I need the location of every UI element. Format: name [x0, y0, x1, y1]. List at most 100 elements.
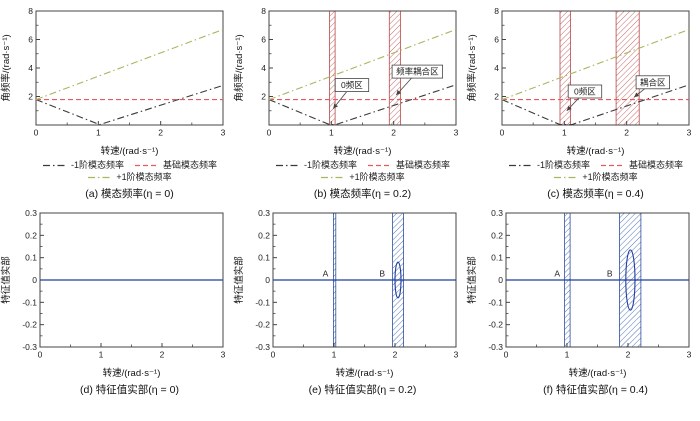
- annotation-label: A: [323, 268, 329, 278]
- series-line: [35, 84, 224, 126]
- legend-line-sample: [554, 176, 579, 178]
- x-axis-label: 转速/(rad·s⁻¹): [101, 145, 159, 157]
- svg-text:0: 0: [32, 275, 37, 285]
- svg-text:3: 3: [454, 128, 459, 138]
- y-axis-label: 角频率/(rad·s⁻¹): [466, 34, 478, 101]
- svg-text:-0.3: -0.3: [22, 342, 37, 352]
- svg-text:-0.1: -0.1: [22, 297, 37, 307]
- svg-text:6: 6: [28, 35, 33, 45]
- modal-frequency-chart-a: 0 1 2 3 2 4 6 8 转速/(rad·s⁻¹) 角频率/(rad·s⁻¹): [0, 6, 226, 157]
- legend-label: 基础模态频率: [629, 160, 684, 170]
- y-axis-label: 特征值实部: [0, 256, 12, 304]
- svg-text:8: 8: [28, 6, 33, 16]
- svg-text:0: 0: [271, 350, 276, 360]
- series-line: [268, 28, 457, 101]
- svg-text:2: 2: [393, 350, 398, 360]
- annotation-label: 0频区: [574, 87, 596, 97]
- svg-text:8: 8: [494, 6, 499, 16]
- y-axis-label: 特征值实部: [233, 256, 245, 304]
- series-line: [501, 28, 690, 101]
- svg-text:3: 3: [687, 350, 692, 360]
- legend-label: +1阶模态频率: [582, 172, 638, 182]
- svg-text:0: 0: [500, 128, 505, 138]
- svg-text:2: 2: [158, 128, 163, 138]
- bottom-row: 0 1 2 3 -0.3 -0.2 -0.1 0 0.1 0.2 0.3 转速/(rad·s⁻¹) 特征…: [0, 207, 700, 397]
- svg-text:0: 0: [38, 350, 43, 360]
- svg-text:2: 2: [28, 92, 33, 102]
- annotation-box: [391, 64, 444, 79]
- svg-text:-0.1: -0.1: [488, 297, 503, 307]
- legend-label: -1阶模态频率: [70, 160, 124, 170]
- x-axis-label: 转速/(rad·s⁻¹): [569, 367, 627, 379]
- svg-text:1: 1: [332, 350, 337, 360]
- legend-item: +1阶模态频率: [320, 171, 405, 183]
- annotation-label: 耦合区: [640, 77, 666, 87]
- svg-text:0.2: 0.2: [25, 230, 37, 240]
- annotation-label: A: [554, 268, 560, 278]
- legend-item: -1阶模态频率: [508, 159, 590, 171]
- x-axis-label: 转速/(rad·s⁻¹): [567, 145, 625, 157]
- plot-frame: [35, 10, 224, 126]
- svg-text:0.1: 0.1: [25, 253, 37, 263]
- svg-text:2: 2: [494, 92, 499, 102]
- legend-line-sample: [601, 164, 625, 166]
- svg-text:1: 1: [96, 128, 101, 138]
- legend-label: +1阶模态频率: [349, 172, 405, 182]
- legend-label: +1阶模态频率: [116, 172, 172, 182]
- highlight-band: [615, 10, 640, 126]
- legend-item: +1阶模态频率: [87, 171, 172, 183]
- svg-text:2: 2: [624, 128, 629, 138]
- svg-text:6: 6: [261, 35, 266, 45]
- caption-a: (a) 模态频率(η = 0): [85, 188, 174, 200]
- svg-text:0.3: 0.3: [258, 208, 270, 218]
- svg-text:0.1: 0.1: [258, 253, 270, 263]
- y-axis-label: 特征值实部: [466, 256, 478, 304]
- svg-text:-0.3: -0.3: [255, 342, 270, 352]
- panel-b: 0 1 2 3 2 4 6 8 0频区 频率耦合区 转速/(rad·s⁻¹) 角频率/(rad·s⁻¹…: [233, 5, 466, 201]
- panel-d: 0 1 2 3 -0.3 -0.2 -0.1 0 0.1 0.2 0.3 转速/(rad·s⁻¹) 特征…: [0, 207, 233, 397]
- legend-line-sample: [275, 164, 300, 166]
- legend-label: 基础模态频率: [396, 160, 451, 170]
- figure: 0 1 2 3 2 4 6 8 转速/(rad·s⁻¹) 角频率/(rad·s⁻¹) -1阶模态频…: [0, 5, 700, 397]
- instability-loop: [625, 249, 636, 311]
- y-axis-label: 角频率/(rad·s⁻¹): [0, 34, 12, 101]
- svg-text:3: 3: [454, 350, 459, 360]
- svg-text:-0.1: -0.1: [255, 297, 270, 307]
- annotation-label: 0频区: [341, 80, 363, 90]
- legend-item: -1阶模态频率: [42, 159, 124, 171]
- series-line: [501, 84, 690, 126]
- annotation-label: 频率耦合区: [396, 67, 439, 77]
- annotation-label: B: [379, 268, 385, 278]
- x-axis-label: 转速/(rad·s⁻¹): [336, 367, 394, 379]
- panel-e: 0 1 2 3 -0.3 -0.2 -0.1 0 0.1 0.2 0.3 A B 转速/(rad·s⁻¹)…: [233, 207, 466, 397]
- instability-loop: [394, 261, 402, 299]
- annotation-label: B: [607, 268, 613, 278]
- legend-line-sample: [321, 176, 346, 178]
- legend-label: 基础模态频率: [163, 160, 218, 170]
- eigenvalue-real-chart-e: 0 1 2 3 -0.3 -0.2 -0.1 0 0.1 0.2 0.3 A B 转速/(rad·s⁻¹)…: [233, 208, 459, 379]
- y-axis-label: 角频率/(rad·s⁻¹): [233, 34, 245, 101]
- caption-c: (c) 模态频率(η = 0.4): [547, 188, 644, 200]
- annotation-box: [334, 78, 370, 92]
- svg-text:3: 3: [687, 128, 692, 138]
- svg-text:0.3: 0.3: [25, 208, 37, 218]
- svg-text:8: 8: [261, 6, 266, 16]
- plot-frame: [501, 10, 690, 126]
- legend-item: -1阶模态频率: [275, 159, 357, 171]
- svg-text:0: 0: [265, 275, 270, 285]
- legend-line-sample: [42, 164, 67, 166]
- legend-item: 基础模态频率: [367, 159, 450, 171]
- legend-line-sample: [508, 164, 533, 166]
- svg-text:4: 4: [28, 63, 33, 73]
- legend-c: -1阶模态频率 基础模态频率 +1阶模态频率: [466, 159, 699, 183]
- svg-text:0: 0: [504, 350, 509, 360]
- series-line: [268, 84, 457, 126]
- caption-b: (b) 模态频率(η = 0.2): [313, 188, 412, 200]
- svg-text:0.2: 0.2: [258, 230, 270, 240]
- svg-text:0.1: 0.1: [491, 253, 503, 263]
- caption-f: (f) 特征值实部(η = 0.4): [543, 384, 648, 396]
- svg-text:0: 0: [498, 275, 503, 285]
- legend-b: -1阶模态频率 基础模态频率 +1阶模态频率: [233, 159, 466, 183]
- svg-text:0: 0: [34, 128, 39, 138]
